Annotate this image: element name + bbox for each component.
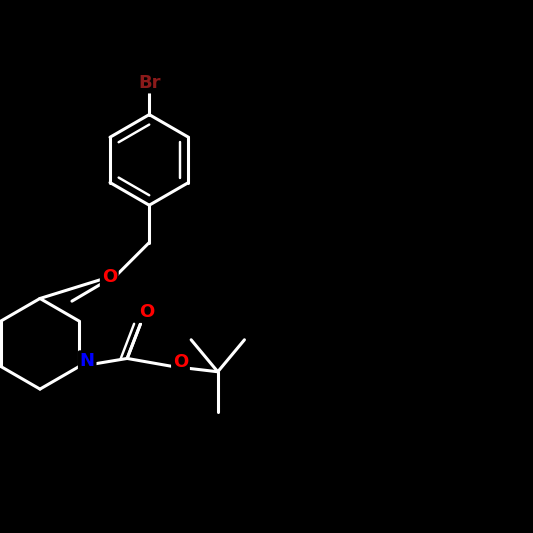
Text: Br: Br bbox=[138, 74, 160, 92]
Text: O: O bbox=[139, 303, 155, 321]
Text: O: O bbox=[102, 268, 117, 286]
Text: N: N bbox=[80, 352, 95, 370]
Text: O: O bbox=[173, 353, 188, 371]
